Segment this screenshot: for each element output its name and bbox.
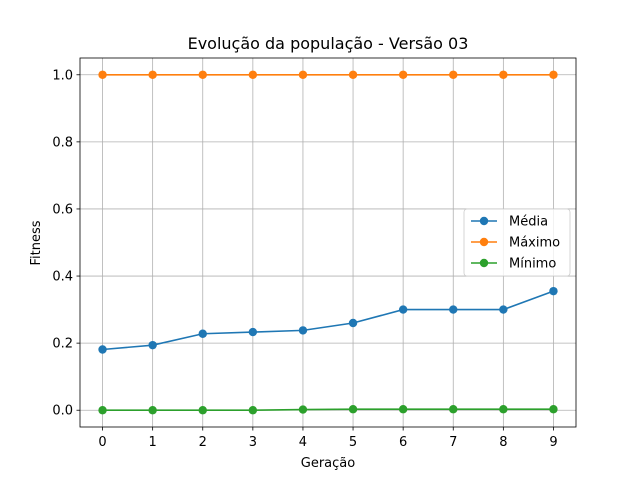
data-point [398,305,408,314]
data-point [549,286,558,296]
data-point [449,305,458,314]
legend-swatch-marker [479,258,489,268]
x-tick-label: 4 [299,435,307,450]
data-point [499,405,508,414]
data-point [348,405,358,414]
ticks: 0 1 2 3 4 5 6 7 8 9 0.0 0.2 0.4 0.6 0.8 1.0 [52,68,557,450]
data-point [398,405,408,414]
data-point [549,70,558,79]
data-point [248,327,258,337]
data-point [148,406,157,415]
x-tick-label: 7 [449,435,457,450]
data-point [499,305,508,314]
y-axis-label: Fitness [29,220,44,265]
data-point [198,406,207,415]
data-point [198,70,207,79]
data-point [348,318,358,328]
data-point [298,326,308,335]
data-point [248,70,258,79]
legend-label: Mínimo [509,257,556,272]
data-point [198,329,207,338]
data-point [148,70,157,79]
data-point [248,406,258,415]
data-point [298,70,308,79]
data-point [348,70,358,79]
data-point [98,345,107,354]
series-line [102,408,554,412]
series-2 [98,70,558,79]
series-1 [98,286,558,354]
data-point [148,340,157,350]
x-tick-label: 2 [199,435,207,450]
y-tick-label: 1.0 [52,68,73,83]
x-tick-label: 5 [349,435,357,450]
data-point [98,406,107,415]
legend-box [463,208,571,277]
chart-title: Evolução da população - Versão 03 [188,34,469,53]
data-point [398,70,408,79]
y-tick-label: 0.0 [52,404,73,419]
y-tick-label: 0.4 [52,270,73,285]
data-point [98,70,107,79]
axes-frame [79,57,577,428]
y-tick-label: 0.2 [52,337,73,352]
x-axis-label: Geração [301,456,355,471]
x-tick-label: 3 [249,435,257,450]
series-line [102,290,554,351]
x-tick-label: 1 [149,435,157,450]
x-tick-label: 8 [499,435,507,450]
y-tick-label: 0.8 [52,135,73,150]
data-point [449,70,458,79]
series-3 [98,405,558,415]
data-point [549,405,558,414]
x-tick-label: 6 [399,435,407,450]
data-point [499,70,508,79]
x-tick-label: 9 [549,435,557,450]
y-tick-label: 0.6 [52,202,73,217]
legend-label: Máximo [509,236,560,251]
legend: Média Máximo Mínimo [463,208,571,277]
plot-series [98,70,558,415]
legend-label: Média [509,215,548,230]
data-point [298,405,308,414]
legend-swatch-marker [479,216,489,226]
x-tick-label: 0 [98,435,106,450]
legend-swatch-marker [479,237,489,247]
data-point [449,405,458,414]
